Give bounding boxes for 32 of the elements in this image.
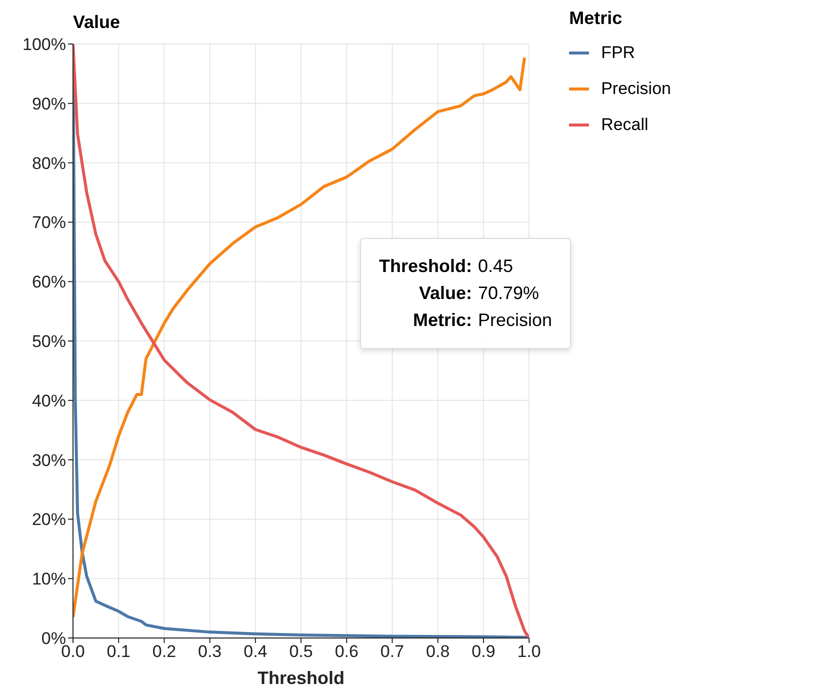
x-tick-label: 0.8 (426, 642, 450, 662)
y-tick-label: 80% (32, 154, 66, 173)
x-tick-label: 0.7 (380, 642, 404, 662)
x-tick-label: 1.0 (517, 642, 541, 662)
annotation: Precision (478, 309, 552, 332)
x-tick-label: 0.6 (334, 642, 358, 662)
legend-title: Metric (569, 8, 624, 29)
annotation: 70.79% (478, 282, 540, 305)
y-tick-label: 10% (32, 570, 66, 589)
legend-label: FPR (601, 43, 636, 63)
annotation: Metric: (412, 309, 473, 332)
x-tick-label: 0.1 (106, 642, 130, 662)
y-tick-label: 40% (32, 391, 66, 410)
x-axis-title: Threshold (258, 668, 345, 688)
legend-label: Recall (601, 115, 648, 135)
y-axis-title: Value (73, 12, 120, 33)
x-tick-label: 0.2 (152, 642, 176, 662)
x-tick-label: 0.3 (198, 642, 222, 662)
y-tick-label: 70% (32, 213, 66, 232)
y-tick-label: 60% (32, 272, 66, 292)
y-tick-label: 90% (32, 94, 66, 114)
annotation: Threshold: (379, 255, 473, 278)
y-tick-label: 20% (32, 510, 66, 530)
annotation: 0.45 (478, 255, 514, 278)
y-tick-label: 30% (32, 450, 66, 470)
legend-label: Precision (601, 79, 671, 99)
y-tick-label: 50% (32, 332, 66, 352)
x-tick-label: 0.4 (244, 642, 268, 662)
annotation: Value: (418, 282, 473, 305)
x-tick-label: 0.9 (472, 642, 496, 662)
x-tick-label: 0.5 (289, 642, 313, 662)
y-tick-label: 100% (22, 35, 66, 54)
